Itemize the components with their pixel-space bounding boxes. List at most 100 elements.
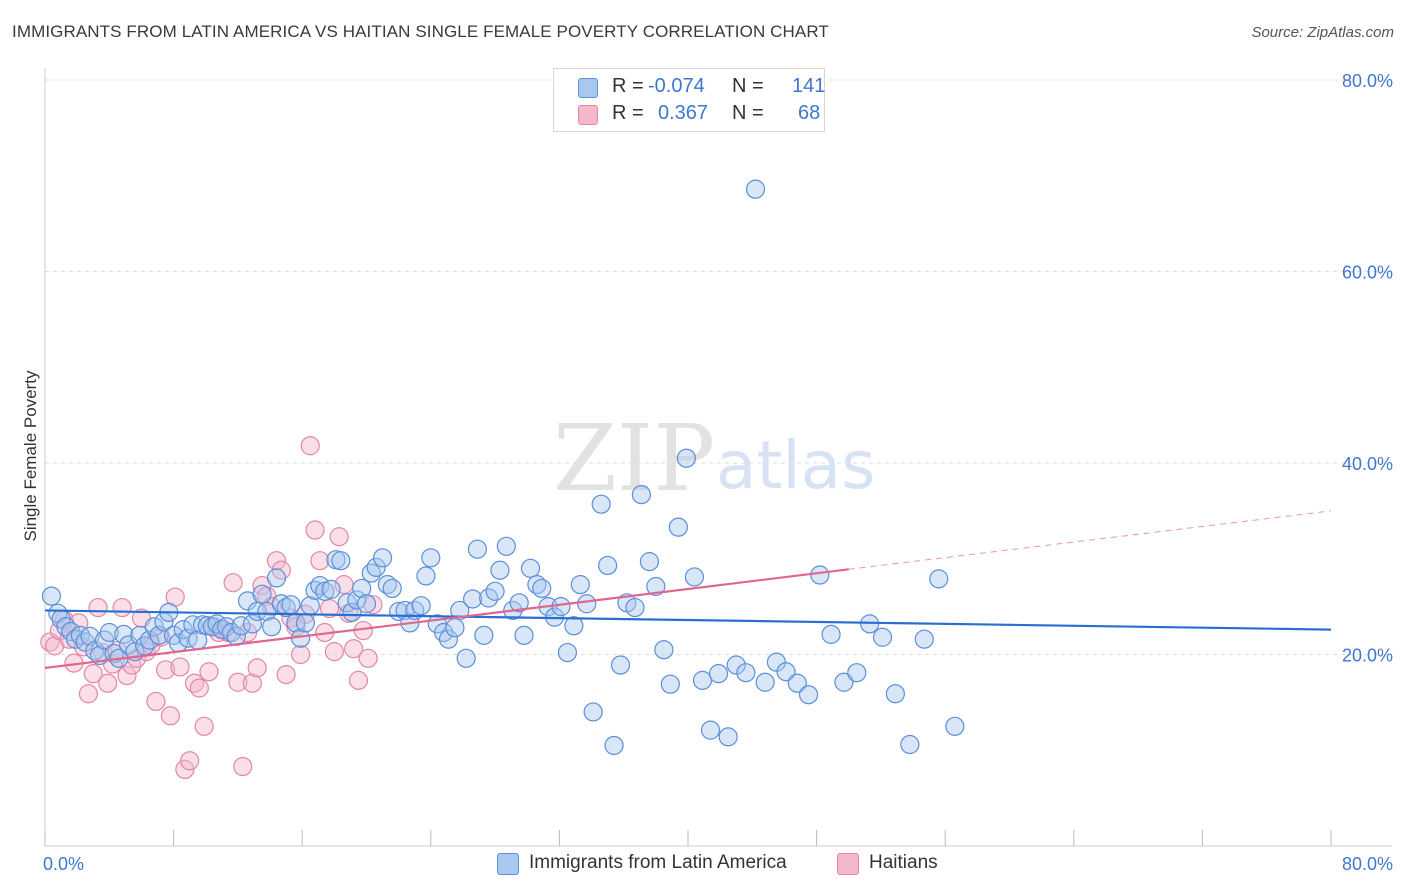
data-point-haitians [112, 597, 132, 618]
y-tick-label: 80.0% [1342, 71, 1393, 91]
data-point-latin-america [755, 672, 775, 692]
data-point-latin-america [821, 624, 841, 644]
data-point-haitians [180, 751, 200, 771]
tick-labels: 20.0% 40.0% 60.0% 80.0% 0.0% 80.0% [43, 71, 1393, 874]
data-point-latin-america [262, 617, 282, 637]
legend-swatch-pink [578, 105, 598, 125]
grid-lines [45, 79, 1392, 655]
data-point-latin-america [438, 629, 459, 649]
correlation-legend: R = -0.074 N = 141 R = 0.367 N = 68 [553, 68, 825, 132]
legend-n-value: 141 [792, 75, 826, 97]
data-point-latin-america [726, 655, 746, 675]
x-tick-label: 0.0% [43, 854, 84, 874]
data-point-latin-america [490, 560, 510, 580]
data-point-latin-america [321, 579, 341, 599]
data-point-latin-america [625, 597, 645, 618]
y-tick-label: 20.0% [1342, 646, 1393, 666]
x-tick-label: 80.0% [1342, 854, 1393, 874]
trend-line-haitians [44, 568, 849, 669]
haitians-points [40, 436, 383, 780]
data-point-latin-america [509, 593, 529, 613]
data-point-latin-america [416, 566, 436, 586]
data-point-latin-america [929, 569, 949, 589]
data-point-haitians [358, 648, 378, 668]
data-point-haitians [160, 706, 180, 726]
data-point-latin-america [660, 674, 680, 694]
trend-line-haitians-extension [848, 510, 1332, 570]
data-point-haitians [88, 597, 108, 618]
data-point-latin-america [668, 517, 688, 537]
data-point-latin-america [445, 618, 465, 638]
data-point-haitians [324, 642, 344, 662]
data-point-latin-america [80, 626, 100, 646]
legend-n-label: N = [732, 102, 764, 124]
chart-title: IMMIGRANTS FROM LATIN AMERICA VS HAITIAN… [12, 22, 829, 41]
data-point-haitians [266, 551, 287, 571]
data-point-latin-america [708, 664, 729, 684]
data-point-latin-america [411, 596, 431, 616]
data-point-latin-america [352, 578, 372, 599]
watermark-atlas: atlas [716, 427, 876, 504]
data-point-latin-america [847, 663, 867, 683]
bottom-legend-swatch-blue [497, 853, 519, 875]
data-point-latin-america [266, 568, 287, 588]
data-point-latin-america [485, 581, 505, 601]
axes [44, 68, 1392, 847]
data-point-latin-america [372, 548, 393, 568]
data-point-latin-america [631, 484, 651, 505]
data-point-haitians [242, 673, 262, 693]
y-tick-label: 60.0% [1342, 263, 1393, 283]
data-point-latin-america [382, 578, 402, 599]
data-point-haitians [276, 665, 296, 685]
data-point-latin-america [564, 616, 584, 636]
legend-n-label: N = [732, 75, 764, 97]
data-point-haitians [228, 672, 248, 692]
data-point-latin-america [736, 663, 756, 683]
watermark: ZIP atlas [553, 405, 876, 512]
data-point-haitians [329, 527, 349, 547]
data-point-latin-america [834, 672, 854, 692]
data-point-latin-america [532, 578, 552, 599]
legend-n-value: 68 [798, 102, 821, 124]
data-point-haitians [300, 436, 320, 456]
legend-r-label: R = [612, 102, 644, 124]
data-point-latin-america [356, 594, 377, 614]
legend-r-value: -0.074 [648, 75, 705, 97]
data-point-latin-america [467, 539, 488, 559]
data-point-latin-america [421, 548, 441, 568]
data-point-haitians [117, 665, 137, 686]
data-point-latin-america [798, 685, 819, 705]
data-point-latin-america [114, 624, 134, 644]
data-point-haitians [78, 684, 99, 704]
data-point-latin-america [570, 575, 590, 595]
data-point-latin-america [295, 613, 316, 633]
data-point-haitians [155, 660, 176, 680]
data-point-haitians [310, 551, 330, 571]
data-point-latin-america [99, 622, 119, 643]
data-point-latin-america [577, 594, 597, 614]
data-point-latin-america [598, 555, 618, 576]
source-label: Source: ZipAtlas.com [1251, 24, 1394, 41]
data-point-latin-america [130, 625, 150, 645]
trend-lines [44, 510, 1332, 669]
data-point-latin-america [810, 565, 830, 585]
data-point-latin-america [900, 734, 920, 755]
data-point-latin-america [462, 589, 483, 609]
legend-r-label: R = [612, 75, 644, 97]
data-point-latin-america [557, 642, 578, 663]
data-point-latin-america [700, 720, 721, 740]
data-point-latin-america [872, 627, 893, 647]
data-point-haitians [83, 664, 103, 684]
data-point-haitians [305, 520, 325, 540]
data-point-latin-america [692, 670, 713, 690]
data-point-haitians [98, 673, 118, 693]
data-point-latin-america [591, 494, 611, 514]
data-point-latin-america [776, 662, 796, 682]
data-point-latin-america [676, 448, 696, 468]
data-point-haitians [194, 716, 214, 736]
legend-swatch-blue [578, 78, 598, 98]
data-point-latin-america [347, 590, 367, 610]
data-point-haitians [189, 678, 209, 698]
data-point-haitians [223, 573, 243, 593]
data-point-haitians [290, 644, 311, 665]
